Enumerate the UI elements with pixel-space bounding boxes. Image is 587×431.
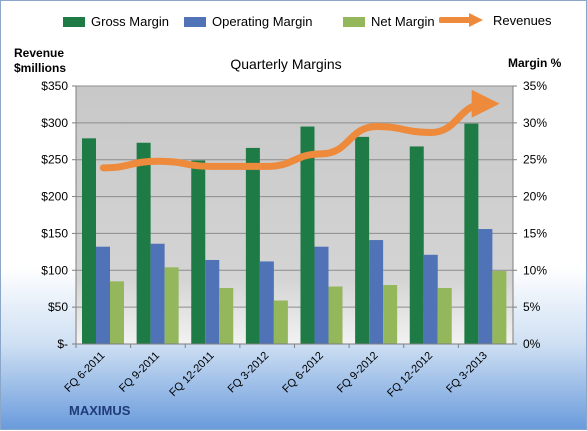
revenues-line	[99, 89, 500, 172]
x-tick-label: FQ 9-2012	[335, 350, 381, 396]
chart-title: Quarterly Margins	[230, 56, 342, 72]
bar-net-margin	[328, 286, 343, 344]
legend-swatch-operating-margin	[184, 16, 206, 27]
x-tick-label: FQ 6-2011	[62, 350, 107, 395]
bar-gross-margin	[355, 136, 370, 344]
y-right-tick-label: 5%	[523, 300, 541, 314]
y-right-tick-label: 30%	[523, 116, 547, 130]
y-left-tick-label: $150	[41, 226, 68, 240]
bar-gross-margin	[136, 142, 151, 344]
y-left-tick-label: $100	[41, 263, 68, 277]
bar-net-margin	[437, 287, 452, 344]
x-tick-label: FQ 12-2012	[385, 350, 435, 400]
bar-net-margin	[273, 300, 288, 344]
bar-operating-margin	[369, 240, 384, 344]
x-tick-label: FQ 3-2013	[444, 350, 490, 396]
legend-item-net-margin: Net Margin	[343, 14, 435, 29]
bar-gross-margin	[82, 138, 96, 344]
bar-net-margin	[219, 287, 234, 344]
bar-operating-margin	[150, 243, 165, 344]
legend-label: Net Margin	[371, 14, 435, 29]
brand-label: MAXIMUS	[69, 403, 131, 418]
legend-label: Gross Margin	[91, 14, 170, 29]
y-right-tick-label: 0%	[523, 337, 541, 351]
y-left-tick-label: $300	[41, 116, 68, 130]
bar-operating-margin	[314, 246, 329, 344]
bar-operating-margin	[478, 229, 493, 344]
y-right-tick-label: 20%	[523, 190, 547, 204]
bar-net-margin	[110, 281, 124, 344]
legend-swatch-net-margin	[343, 16, 365, 27]
y-right-tick-label: 15%	[523, 226, 547, 240]
legend-swatch-gross-margin	[63, 16, 85, 27]
x-tick-label: FQ 12-2011	[167, 350, 216, 399]
y-axis-right-title: Margin %	[508, 56, 562, 70]
bar-net-margin	[164, 267, 179, 344]
bar-net-margin	[383, 285, 398, 344]
x-tick-label: FQ 9-2011	[117, 350, 162, 395]
bar-gross-margin	[191, 160, 206, 344]
y-left-tick-label: $350	[41, 79, 68, 93]
bar-gross-margin	[300, 126, 315, 345]
bar-operating-margin	[205, 259, 220, 344]
y-axis-left-title: Revenue $millions	[14, 46, 67, 75]
y-left-tick-label: $200	[41, 190, 68, 204]
x-tick-label: FQ 6-2012	[280, 350, 326, 396]
bar-gross-margin	[409, 146, 424, 344]
y-right-tick-label: 10%	[523, 263, 547, 277]
y-right-tick-label: 25%	[523, 153, 547, 167]
legend-item-gross-margin: Gross Margin	[63, 14, 169, 29]
legend-item-revenues: Revenues	[439, 12, 552, 28]
bar-operating-margin	[96, 246, 110, 344]
bars	[82, 123, 507, 345]
legend-item-operating-margin: Operating Margin	[184, 14, 312, 29]
y-right-tick-label: 35%	[523, 79, 547, 93]
revenue-line	[99, 89, 500, 172]
legend: Gross Margin Operating Margin Net Margin…	[1, 12, 587, 34]
x-tick-label: FQ 3-2012	[226, 350, 272, 396]
y-left-tick-label: $250	[41, 153, 68, 167]
bar-operating-margin	[423, 254, 438, 344]
legend-arrow-icon	[439, 13, 483, 27]
y-left-tick-label: $50	[48, 300, 68, 314]
bar-net-margin	[492, 271, 507, 344]
bar-gross-margin	[464, 123, 479, 344]
legend-label: Operating Margin	[212, 14, 313, 29]
y-left-tick-label: $-	[57, 337, 68, 351]
bar-operating-margin	[259, 261, 274, 344]
bar-gross-margin	[245, 147, 260, 344]
legend-label: Revenues	[493, 12, 552, 28]
